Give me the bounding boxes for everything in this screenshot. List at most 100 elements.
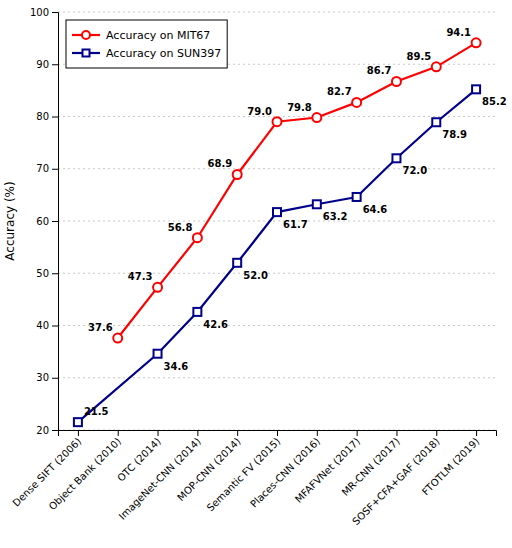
x-tick-label: Dense SIFT (2006) xyxy=(10,436,83,509)
y-tick-mark xyxy=(52,117,58,118)
series-marker xyxy=(273,117,282,126)
legend-marker xyxy=(82,31,90,39)
data-label: 47.3 xyxy=(128,271,153,282)
y-tick-mark xyxy=(52,64,58,65)
y-tick-mark xyxy=(52,378,58,379)
x-tick-label: Semantic FV (2015) xyxy=(205,436,283,514)
grid-line xyxy=(58,12,496,13)
grid-line xyxy=(58,377,496,378)
x-tick-mark xyxy=(357,430,358,436)
y-axis-line xyxy=(52,13,59,431)
y-tick-mark xyxy=(52,221,58,222)
series-marker xyxy=(193,233,202,242)
x-tick-mark xyxy=(396,430,397,436)
data-label: 72.0 xyxy=(402,165,427,176)
y-tick: 20 xyxy=(36,425,58,436)
y-axis-title: Accuracy (%) xyxy=(3,181,17,260)
x-tick-mark xyxy=(317,430,318,436)
x-tick-label: MFAFVNet (2017) xyxy=(293,436,362,505)
y-tick-mark xyxy=(52,430,58,431)
data-labels: 37.647.356.868.979.079.882.786.789.594.1… xyxy=(84,27,507,417)
y-tick: 40 xyxy=(36,320,58,331)
series-marker xyxy=(432,62,441,71)
x-axis-line xyxy=(59,431,497,437)
legend-label: Accuracy on MIT67 xyxy=(106,29,210,42)
series-marker xyxy=(352,98,361,107)
legend: Accuracy on MIT67 Accuracy on SUN397 xyxy=(66,20,227,68)
y-tick-label: 40 xyxy=(36,320,49,331)
data-label: 64.6 xyxy=(363,204,388,215)
x-tick: FTOTLM (2019) xyxy=(420,430,482,497)
data-label: 68.9 xyxy=(207,158,232,169)
y-tick: 60 xyxy=(36,216,58,227)
x-tick-label: Places-CNN (2016) xyxy=(248,436,322,510)
series-marker xyxy=(472,85,480,93)
y-tick-label: 100 xyxy=(30,7,49,18)
series-marker xyxy=(312,113,321,122)
y-tick: 50 xyxy=(36,268,58,279)
series-marker xyxy=(472,38,481,47)
x-axis: Dense SIFT (2006)Object Bank (2010)OTC (… xyxy=(10,430,496,527)
marks xyxy=(74,38,481,426)
y-tick: 80 xyxy=(36,111,58,122)
x-tick: Dense SIFT (2006) xyxy=(10,430,83,509)
x-tick-mark xyxy=(197,430,198,436)
chart: Dense SIFT (2006)Object Bank (2010)OTC (… xyxy=(0,0,512,548)
data-label: 56.8 xyxy=(168,222,193,233)
y-tick-label: 50 xyxy=(36,268,49,279)
x-tick-mark xyxy=(78,430,79,436)
y-tick-label: 30 xyxy=(36,372,49,383)
data-label: 34.6 xyxy=(164,361,189,372)
legend-label: Accuracy on SUN397 xyxy=(106,47,221,60)
series-line xyxy=(78,89,476,422)
grid xyxy=(58,12,496,430)
y-tick-label: 80 xyxy=(36,111,49,122)
series-marker xyxy=(313,200,321,208)
x-tick-mark xyxy=(158,430,159,436)
x-tick-mark xyxy=(476,430,477,436)
data-label: 86.7 xyxy=(367,65,392,76)
data-label: 61.7 xyxy=(283,219,308,230)
grid-line xyxy=(58,168,496,169)
y-tick: 100 xyxy=(30,7,58,18)
y-tick: 30 xyxy=(36,372,58,383)
y-tick-label: 90 xyxy=(36,59,49,70)
y-tick: 70 xyxy=(36,163,58,174)
y-tick-mark xyxy=(52,326,58,327)
series-marker xyxy=(193,308,201,316)
y-tick: 90 xyxy=(36,59,58,70)
grid-line xyxy=(58,221,496,222)
y-tick-mark xyxy=(52,12,58,13)
y-tick-label: 70 xyxy=(36,163,49,174)
x-tick-label: ImageNet-CNN (2014) xyxy=(117,436,203,522)
data-label: 42.6 xyxy=(203,319,228,330)
x-tick-mark xyxy=(118,430,119,436)
y-tick-mark xyxy=(52,273,58,274)
data-label: 89.5 xyxy=(407,51,432,62)
series-marker xyxy=(392,77,401,86)
plot: Dense SIFT (2006)Object Bank (2010)OTC (… xyxy=(3,7,507,528)
data-label: 85.2 xyxy=(482,96,507,107)
x-tick-mark xyxy=(237,430,238,436)
y-tick-mark xyxy=(52,169,58,170)
x-tick: MFAFVNet (2017) xyxy=(293,430,362,505)
series-marker xyxy=(113,334,122,343)
series-marker xyxy=(353,193,361,201)
y-tick-label: 20 xyxy=(36,425,49,436)
legend-marker xyxy=(83,50,90,57)
x-tick-label: FTOTLM (2019) xyxy=(420,436,482,498)
data-label: 78.9 xyxy=(442,129,467,140)
data-label: 79.8 xyxy=(287,102,312,113)
x-tick-label: Object Bank (2010) xyxy=(47,436,124,513)
data-label: 82.7 xyxy=(327,86,352,97)
series-marker xyxy=(432,118,440,126)
grid-line xyxy=(58,273,496,274)
x-tick: Semantic FV (2015) xyxy=(205,430,283,514)
x-tick: Places-CNN (2016) xyxy=(248,430,322,510)
x-tick-mark xyxy=(436,430,437,436)
series-marker xyxy=(273,208,281,216)
legend-box xyxy=(66,20,227,68)
series-line xyxy=(118,43,476,338)
data-label: 63.2 xyxy=(323,211,348,222)
x-tick: ImageNet-CNN (2014) xyxy=(117,430,203,522)
